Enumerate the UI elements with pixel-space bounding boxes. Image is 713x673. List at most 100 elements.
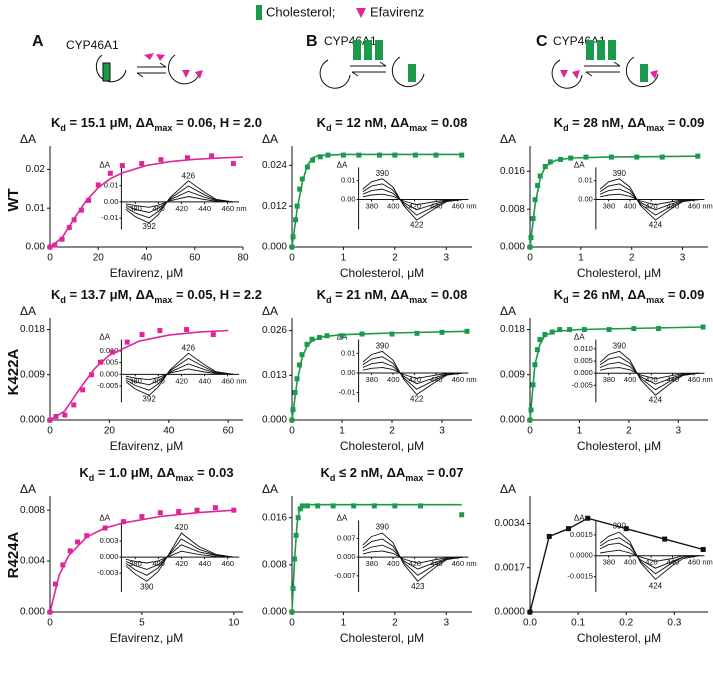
- data-point: [53, 581, 59, 587]
- chart-title: Kd = 15.1 μM, ΔAmax = 0.06, H = 2.0: [51, 115, 262, 133]
- inset-x-tick-label: 440: [430, 559, 443, 568]
- data-point: [557, 327, 563, 333]
- title-part: = 0.09: [664, 115, 704, 130]
- title-part: = 1.0 μM, ΔA: [94, 465, 176, 480]
- x-tick-label: 0: [47, 426, 53, 437]
- inset-x-tick-label: 380: [603, 375, 616, 384]
- data-point: [292, 556, 298, 562]
- x-tick-label: 0.3: [667, 618, 681, 629]
- spectrum: [599, 188, 700, 211]
- y-tick-label: 0.01: [26, 203, 46, 214]
- data-point: [89, 372, 95, 378]
- x-tick-label: 0: [289, 426, 295, 437]
- spectrum: [125, 538, 234, 576]
- inset-x-tick-label: 380: [603, 558, 616, 567]
- data-point: [62, 412, 68, 418]
- data-point: [542, 164, 548, 170]
- data-point: [290, 407, 296, 413]
- title-part: max: [646, 123, 664, 133]
- title-part: K: [554, 115, 564, 130]
- inset-y-tick-label: -0.003: [97, 568, 118, 577]
- y-tick-label: 0.02: [26, 164, 46, 175]
- axis: [529, 318, 708, 421]
- data-point: [47, 417, 53, 423]
- x-tick-label: 3: [680, 253, 686, 264]
- title-part: max: [409, 123, 427, 133]
- inset-x-tick-label: 460 nm: [688, 375, 713, 384]
- data-point: [549, 329, 555, 335]
- inset-x-tick-label: 420: [645, 558, 658, 567]
- title-part: = 15.1 μM, ΔA: [66, 115, 155, 130]
- row-label: WT: [5, 188, 22, 211]
- inset-y-tick-label: 0.000: [574, 368, 593, 377]
- x-axis-label: Cholesterol, μM: [340, 439, 424, 453]
- data-point: [568, 155, 574, 161]
- inset-x-tick-label: 420: [645, 201, 658, 210]
- axis: [529, 146, 708, 248]
- spectrum: [125, 180, 234, 224]
- peak-label: 390: [140, 583, 154, 592]
- data-point: [439, 329, 445, 335]
- inset-x-tick-label: 420: [409, 201, 422, 210]
- data-point: [389, 331, 395, 337]
- inset-y-tick-label: -0.007: [334, 571, 355, 580]
- inset-x-tick-label: 380: [129, 376, 142, 385]
- peak-label: 390: [376, 169, 390, 178]
- data-point: [158, 157, 164, 163]
- spectrum: [599, 531, 700, 580]
- inset-x-tick-label: 400: [152, 559, 165, 568]
- data-point: [66, 225, 72, 231]
- panel-letter: B: [306, 33, 318, 50]
- y-tick-label: 0.008: [500, 204, 525, 215]
- title-part: = 0.07: [423, 465, 463, 480]
- inset-x-tick-label: 420: [409, 375, 422, 384]
- chart-title: Kd ≤ 2 nM, ΔAmax = 0.07: [321, 465, 464, 483]
- data-point: [84, 533, 90, 539]
- data-point: [59, 236, 65, 242]
- peak-label: 426: [182, 343, 196, 352]
- chart-title: Kd = 21 nM, ΔAmax = 0.08: [317, 287, 468, 305]
- x-tick-label: 2: [389, 426, 395, 437]
- data-point: [290, 585, 296, 591]
- x-tick-label: 2: [629, 253, 635, 264]
- y-tick-label: 0.012: [262, 201, 287, 212]
- x-tick-label: 1: [577, 426, 583, 437]
- x-axis-label: Cholesterol, μM: [340, 266, 424, 280]
- data-point: [309, 336, 315, 342]
- peak-label: 392: [142, 222, 156, 231]
- inset-x-tick-label: 400: [624, 201, 637, 210]
- data-point: [95, 182, 101, 188]
- y-axis-label: ΔA: [262, 482, 278, 496]
- x-tick-label: 3: [439, 426, 445, 437]
- data-point: [230, 161, 236, 167]
- y-tick-label: 0.018: [20, 324, 45, 335]
- inset-y-tick-label: -0.005: [97, 381, 118, 390]
- inset-y-label: ΔA: [574, 161, 585, 170]
- data-point: [107, 170, 113, 176]
- x-tick-label: 10: [228, 618, 240, 629]
- data-point: [392, 152, 398, 158]
- data-point: [532, 197, 538, 203]
- data-point: [527, 417, 533, 423]
- data-point: [71, 217, 77, 223]
- chart-title: Kd = 13.7 μM, ΔAmax = 0.05, H = 2.2: [51, 287, 262, 305]
- title-part: = 12 nM, ΔA: [332, 115, 410, 130]
- x-tick-label: 1: [341, 253, 347, 264]
- inset-x-tick-label: 440: [199, 559, 212, 568]
- data-point: [292, 389, 298, 395]
- y-tick-label: 0.016: [500, 166, 525, 177]
- title-part: max: [409, 295, 427, 305]
- data-point: [527, 609, 533, 615]
- data-point: [412, 152, 418, 158]
- data-point: [297, 362, 302, 368]
- inset-y-label: ΔA: [99, 514, 110, 523]
- x-tick-label: 1: [339, 426, 345, 437]
- x-tick-label: 2: [392, 253, 398, 264]
- data-point: [86, 197, 92, 203]
- data-point: [209, 153, 215, 159]
- data-point: [60, 562, 66, 568]
- y-axis-label: ΔA: [20, 132, 36, 146]
- title-part: d: [563, 295, 569, 305]
- data-point: [339, 333, 345, 339]
- peak-label: 426: [182, 171, 196, 180]
